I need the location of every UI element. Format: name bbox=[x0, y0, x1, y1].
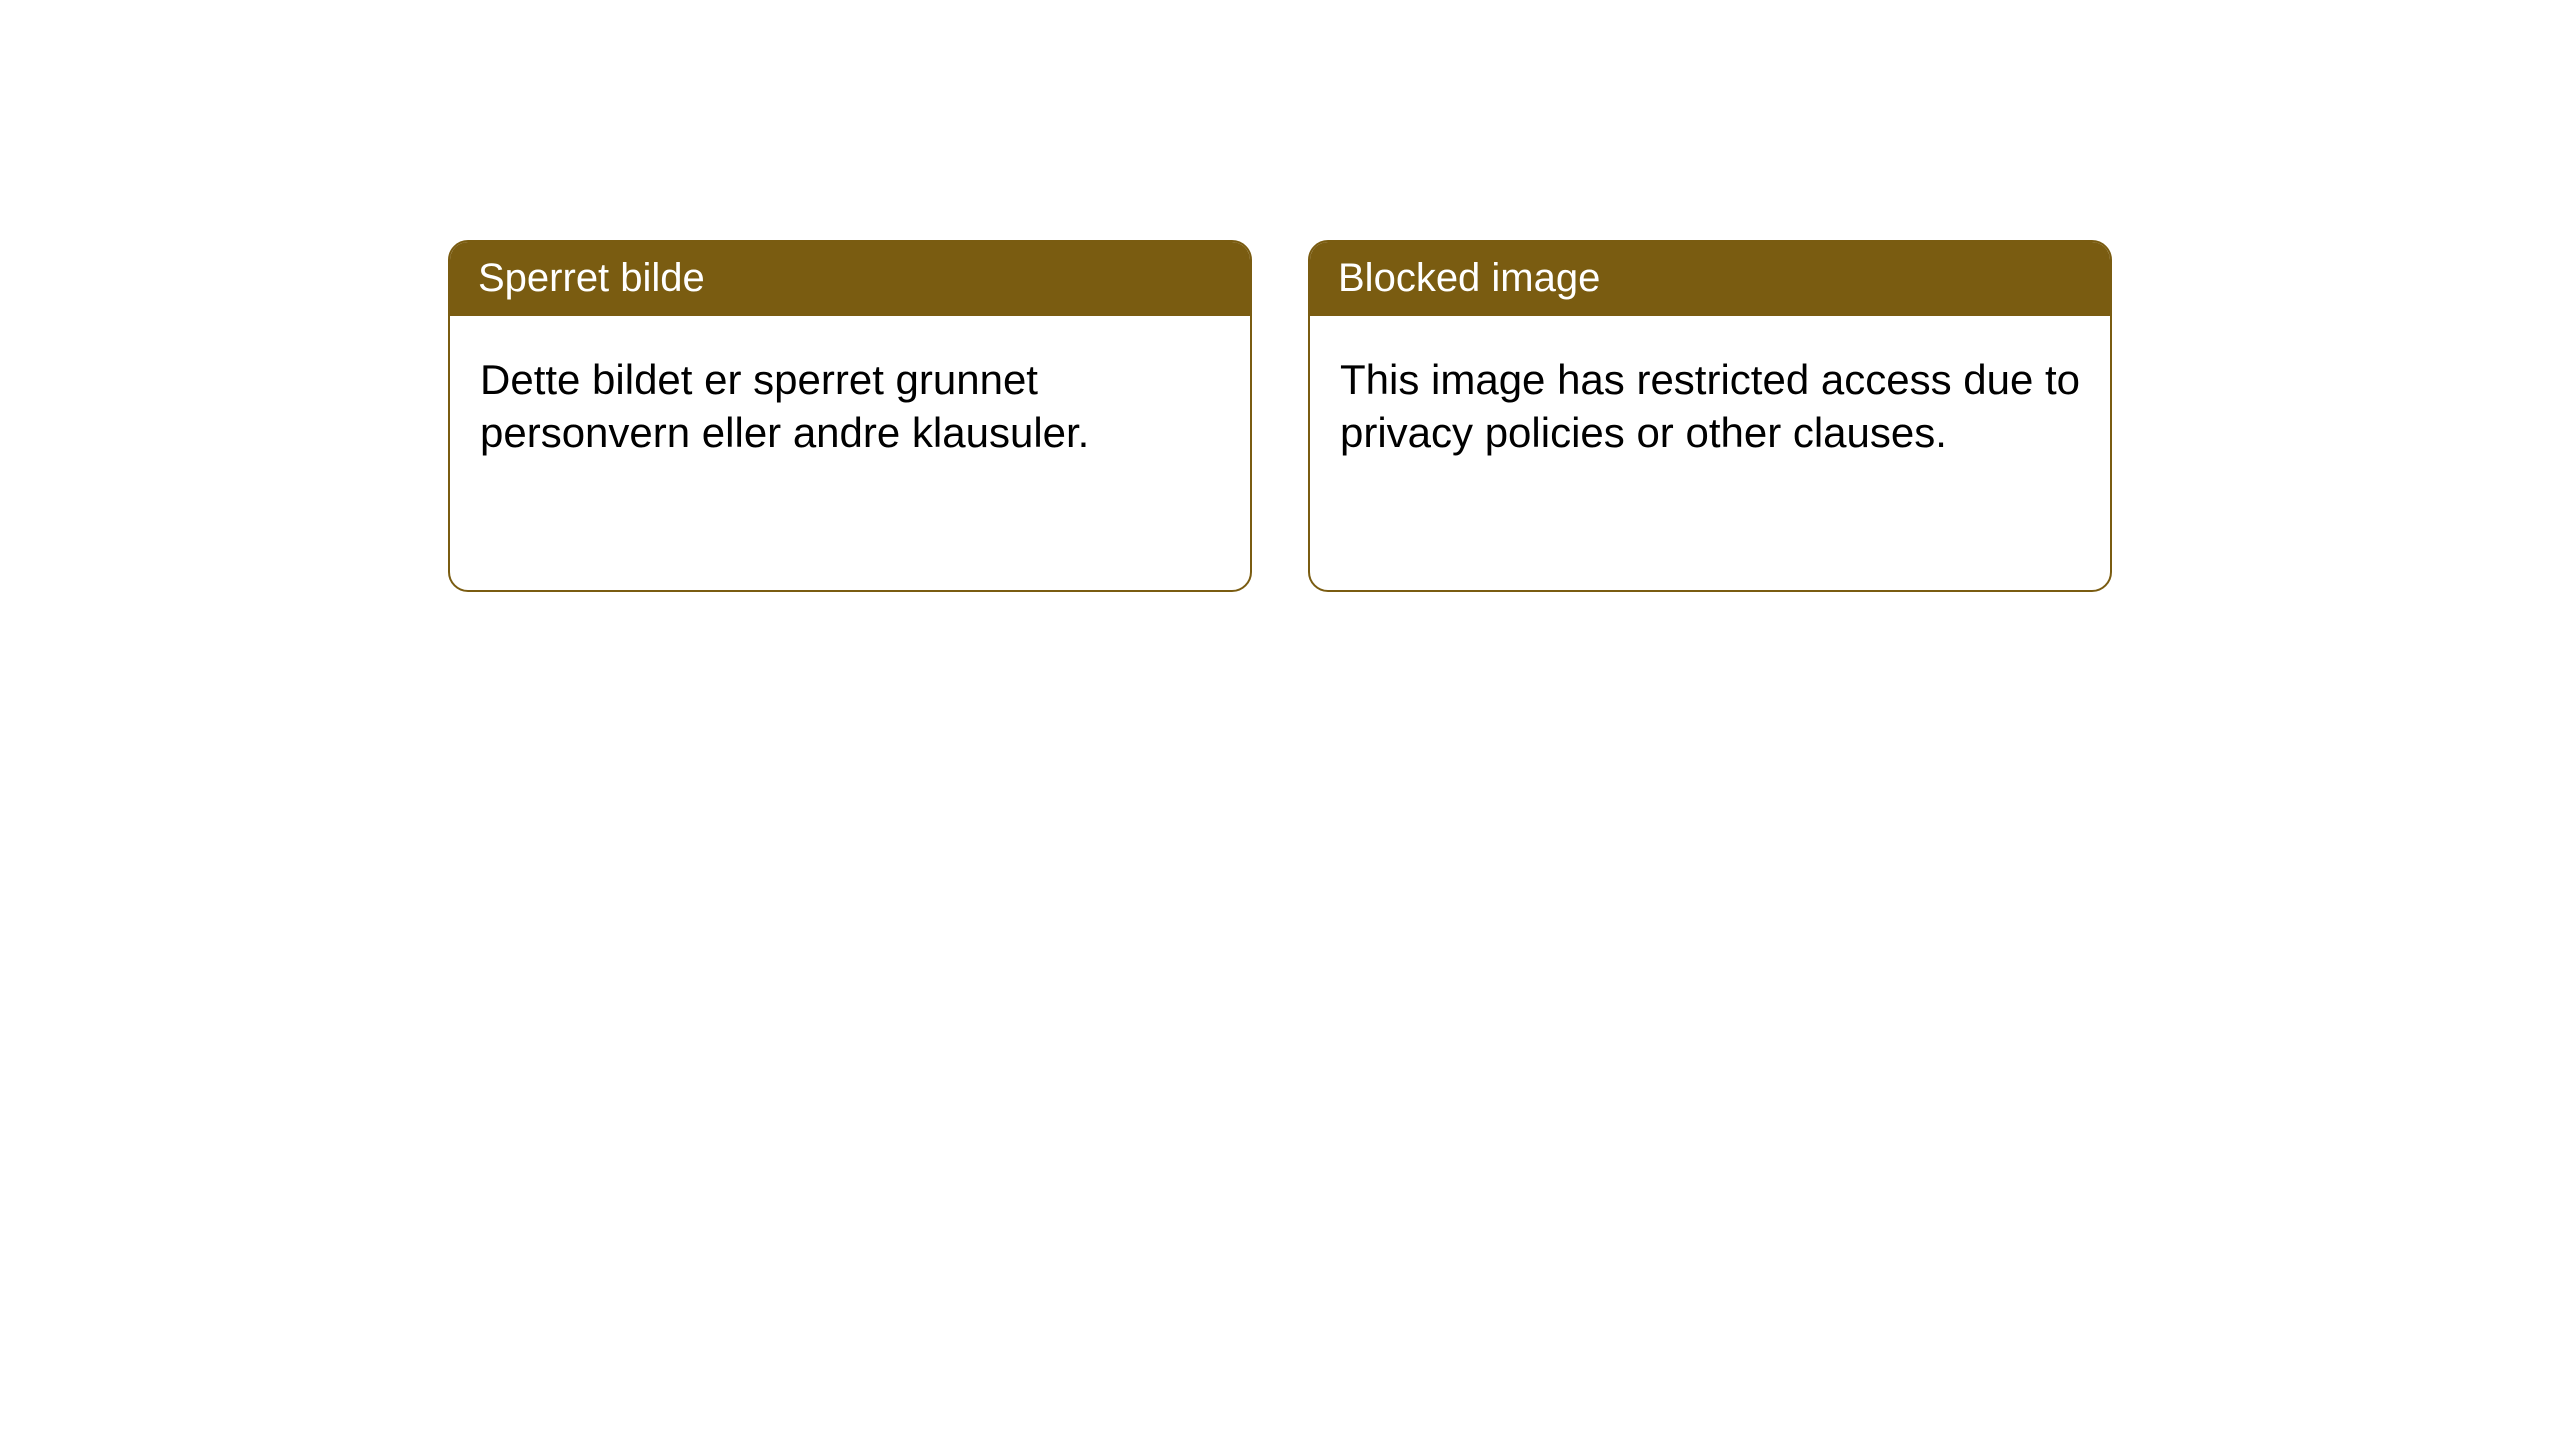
card-header-en: Blocked image bbox=[1310, 242, 2110, 316]
card-text-en: This image has restricted access due to … bbox=[1340, 356, 2080, 456]
notice-container: Sperret bilde Dette bildet er sperret gr… bbox=[0, 0, 2560, 592]
card-text-no: Dette bildet er sperret grunnet personve… bbox=[480, 356, 1089, 456]
card-body-no: Dette bildet er sperret grunnet personve… bbox=[450, 316, 1250, 590]
card-title-en: Blocked image bbox=[1338, 256, 1600, 300]
blocked-image-card-no: Sperret bilde Dette bildet er sperret gr… bbox=[448, 240, 1252, 592]
card-title-no: Sperret bilde bbox=[478, 256, 705, 300]
card-body-en: This image has restricted access due to … bbox=[1310, 316, 2110, 590]
card-header-no: Sperret bilde bbox=[450, 242, 1250, 316]
blocked-image-card-en: Blocked image This image has restricted … bbox=[1308, 240, 2112, 592]
